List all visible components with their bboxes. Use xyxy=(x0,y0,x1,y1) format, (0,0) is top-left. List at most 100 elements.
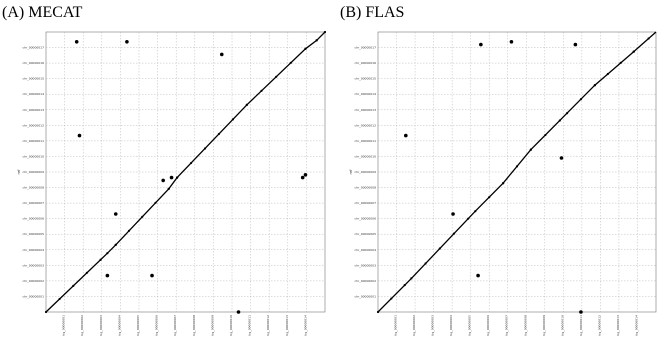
alignment-point xyxy=(236,310,241,314)
y-axis-label: ref xyxy=(17,169,21,175)
diagonal-bead xyxy=(376,310,380,314)
y-tick-label: chr_00000002 xyxy=(22,279,44,283)
diagonal-bead xyxy=(114,243,117,246)
x-tick-label: tig_00000006 xyxy=(486,315,490,336)
x-tick-label: tig_00000014 xyxy=(303,315,307,336)
diagonal-bead xyxy=(467,217,470,220)
diagonal-bead xyxy=(558,119,561,122)
diagonal-bead xyxy=(474,210,477,213)
y-tick-label: chr_00000007 xyxy=(354,201,376,205)
diagonal-bead xyxy=(141,215,144,218)
alignment-point xyxy=(77,133,82,138)
diagonal-bead xyxy=(58,297,61,301)
y-tick-label: chr_00000009 xyxy=(22,170,44,174)
x-tick-label: tig_00000001 xyxy=(62,315,66,336)
x-tick-label: tig_00000013 xyxy=(616,315,620,336)
alignment-point xyxy=(150,273,154,278)
y-tick-label: chr_00000015 xyxy=(22,77,44,81)
y-tick-label: chr_00000011 xyxy=(354,139,376,143)
y-tick-label: chr_00000013 xyxy=(22,108,44,112)
y-tick-label: chr_00000001 xyxy=(354,294,376,298)
x-tick-label: tig_00000004 xyxy=(117,315,121,336)
dot-plot-mecat: tig_00000001 tig_00000002 tig_00000003 tig_… xyxy=(17,30,327,336)
y-tick-label: chr_00000008 xyxy=(22,186,44,190)
alignment-point xyxy=(573,42,578,47)
alignment-point xyxy=(451,212,455,216)
diagonal-bead xyxy=(231,118,235,121)
y-tick-label: chr_00000017 xyxy=(354,46,376,50)
diagonal-bead xyxy=(579,98,583,101)
alignment-point xyxy=(219,52,224,57)
x-tick-label: tig_00000008 xyxy=(192,315,196,336)
x-tick-label: tig_00000011 xyxy=(248,315,252,336)
diagonal-bead xyxy=(632,50,635,53)
y-tick-label: chr_00000015 xyxy=(354,77,376,81)
x-tick-label: tig_00000005 xyxy=(468,315,472,336)
diagonal-bead xyxy=(410,277,413,280)
diagonal-bead xyxy=(315,39,318,42)
y-tick-label: chr_00000012 xyxy=(22,123,44,127)
x-tick-label: tig_00000007 xyxy=(173,315,177,336)
diagonal-bead xyxy=(488,196,491,199)
diagonal-bead xyxy=(275,75,278,78)
diagonal-bead xyxy=(167,187,170,190)
y-tick-label: chr_00000007 xyxy=(22,201,44,205)
diagonal-bead xyxy=(176,176,179,179)
alignment-point xyxy=(113,212,118,216)
diagonal-bead xyxy=(217,132,221,136)
diagonal-bead xyxy=(647,37,650,40)
x-tick-label: tig_00000012 xyxy=(597,315,601,336)
x-tick-label: tig_00000002 xyxy=(412,315,416,336)
y-tick-label: chr_00000017 xyxy=(22,46,44,50)
x-tick-label: tig_00000008 xyxy=(523,315,527,336)
y-tick-label: chr_00000004 xyxy=(354,248,376,252)
diagonal-bead xyxy=(106,252,109,255)
alignment-point xyxy=(509,40,514,44)
x-tick-label: tig_00000014 xyxy=(634,315,638,336)
x-tick-label: tig_00000009 xyxy=(210,315,214,336)
x-tick-label: tig_00000012 xyxy=(266,315,270,336)
panel-flas: (B) FLAS tig_00000001 tig_00000002 tig_000… xyxy=(338,0,661,338)
x-tick-label: tig_00000010 xyxy=(229,315,233,336)
diagonal-bead xyxy=(593,84,596,87)
y-tick-label: chr_00000008 xyxy=(354,186,376,190)
alignment-point xyxy=(404,133,408,138)
y-tick-label: chr_00000004 xyxy=(22,248,44,252)
diagonal-bead xyxy=(323,30,327,34)
y-tick-label: chr_00000003 xyxy=(22,263,44,267)
diagonal-bead xyxy=(203,147,207,150)
diagonal-bead xyxy=(85,271,89,274)
panel-mecat: (A) MECAT tig_00000001 tig_00000002 tig_00… xyxy=(2,4,327,336)
diagonal-bead xyxy=(44,310,48,314)
y-tick-label: chr_00000016 xyxy=(354,61,376,65)
alignment-point xyxy=(125,40,129,44)
x-tick-label: tig_00000007 xyxy=(505,315,509,336)
y-tick-label: chr_00000005 xyxy=(354,232,376,236)
diagonal-bead xyxy=(502,182,505,185)
panel-title: (B) FLAS xyxy=(340,4,405,21)
y-tick-label: chr_00000014 xyxy=(354,92,376,96)
alignment-point xyxy=(303,173,308,177)
alignment-point xyxy=(74,40,79,44)
y-tick-label: chr_00000006 xyxy=(22,217,44,221)
y-tick-label: chr_00000013 xyxy=(354,108,376,112)
diagonal-bead xyxy=(154,201,157,204)
diagonal-bead xyxy=(452,232,456,235)
y-tick-label: chr_00000003 xyxy=(354,263,376,267)
alignment-point xyxy=(479,42,483,47)
x-tick-label: tig_00000003 xyxy=(99,315,103,336)
diagonal-bead xyxy=(390,297,393,300)
diagonal-bead xyxy=(619,61,622,64)
x-tick-label: tig_00000004 xyxy=(449,315,453,336)
x-tick-label: tig_00000009 xyxy=(542,315,546,336)
diagonal-bead xyxy=(127,229,131,232)
diagonal-bead xyxy=(606,72,609,76)
panel-title: (A) MECAT xyxy=(2,4,83,21)
y-tick-label: chr_00000016 xyxy=(22,61,44,65)
y-tick-label: chr_00000006 xyxy=(354,217,376,221)
x-tick-label: tig_00000005 xyxy=(136,315,140,336)
diagonal-bead xyxy=(438,247,441,250)
alignment-point xyxy=(169,175,174,180)
y-axis-label: ref xyxy=(349,169,353,175)
diagonal-bead xyxy=(403,284,406,287)
